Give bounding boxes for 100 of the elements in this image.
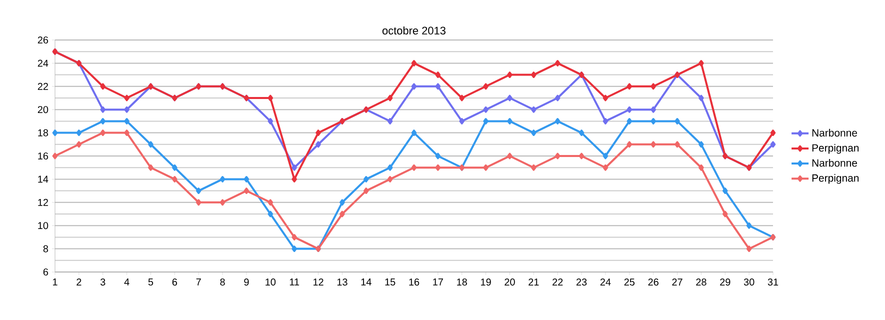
y-tick-label: 14 <box>38 176 48 183</box>
point <box>507 94 512 102</box>
point <box>435 83 441 90</box>
point <box>674 118 680 124</box>
point <box>746 246 752 252</box>
legend-label: Narbonne <box>812 158 858 167</box>
point <box>554 152 560 160</box>
legend-label: Perpignan <box>812 144 859 154</box>
point <box>100 118 106 124</box>
point <box>770 141 776 148</box>
point <box>483 106 488 113</box>
x-tick-label: 25 <box>624 278 635 286</box>
x-tick-label: 14 <box>361 278 372 286</box>
point <box>52 152 58 160</box>
point <box>507 118 512 124</box>
x-tick-label: 30 <box>744 278 754 286</box>
point <box>172 164 178 171</box>
point <box>363 176 369 182</box>
point <box>292 246 297 252</box>
x-tick-label: 17 <box>433 278 443 286</box>
x-tick-label: 15 <box>385 278 396 286</box>
x-tick-label: 5 <box>148 278 154 286</box>
point <box>387 94 393 102</box>
point <box>244 188 250 194</box>
point <box>124 106 130 113</box>
point <box>578 152 584 160</box>
point <box>722 188 728 194</box>
y-tick-label: 10 <box>38 222 48 230</box>
point <box>746 222 752 229</box>
x-tick-label: 11 <box>290 278 300 286</box>
x-tick-label: 31 <box>768 278 778 286</box>
point <box>650 141 656 148</box>
point <box>770 130 776 136</box>
point <box>411 130 417 136</box>
point <box>124 130 130 136</box>
y-tick-label: 6 <box>43 268 48 276</box>
point <box>411 60 417 66</box>
point <box>483 164 488 171</box>
y-tick-label: 16 <box>38 152 48 160</box>
x-tick-label: 28 <box>696 278 706 286</box>
legend-label: Narbonne <box>812 128 858 137</box>
point <box>411 83 417 90</box>
point <box>435 72 441 78</box>
point <box>650 106 656 113</box>
point <box>554 60 560 66</box>
x-tick-label: 20 <box>504 278 515 286</box>
point <box>435 164 441 171</box>
point <box>722 210 728 218</box>
x-tick-label: 22 <box>552 278 563 286</box>
point <box>148 164 154 171</box>
point <box>124 94 130 102</box>
point <box>531 164 536 171</box>
point <box>196 199 202 206</box>
point <box>363 188 369 194</box>
point <box>387 118 393 124</box>
x-tick-label: 9 <box>244 278 249 286</box>
x-tick-label: 29 <box>720 278 730 286</box>
point <box>268 210 274 218</box>
point <box>531 72 536 78</box>
point <box>626 106 632 113</box>
y-tick-label: 8 <box>43 245 48 252</box>
point <box>268 199 274 206</box>
point <box>100 83 106 90</box>
x-tick-label: 8 <box>220 278 225 286</box>
point <box>316 141 321 148</box>
point <box>578 130 584 136</box>
point <box>483 118 488 124</box>
point <box>483 83 488 90</box>
point <box>698 94 704 102</box>
point <box>507 152 512 160</box>
x-tick-label: 3 <box>100 278 106 286</box>
y-tick-label: 24 <box>38 60 48 67</box>
point <box>100 130 106 136</box>
x-tick-label: 18 <box>457 278 467 286</box>
point <box>52 130 58 136</box>
y-tick-label: 26 <box>38 36 48 44</box>
point <box>220 176 226 182</box>
point <box>316 130 321 136</box>
point <box>602 152 608 160</box>
point <box>268 94 274 102</box>
point <box>100 106 106 113</box>
legend-label: Perpignan <box>812 174 859 184</box>
point <box>650 118 656 124</box>
point <box>626 118 632 124</box>
point <box>698 164 704 171</box>
point <box>602 94 608 102</box>
point <box>411 164 417 171</box>
point <box>196 188 202 194</box>
point <box>435 152 441 160</box>
y-tick-label: 20 <box>38 106 48 114</box>
point <box>626 141 632 148</box>
point <box>268 118 274 124</box>
x-tick-label: 1 <box>52 278 58 286</box>
point <box>292 176 297 182</box>
point <box>124 118 130 124</box>
y-tick-label: 22 <box>38 82 48 90</box>
point <box>674 141 680 148</box>
point <box>459 94 465 102</box>
point <box>602 118 608 124</box>
x-tick-label: 10 <box>266 278 276 286</box>
